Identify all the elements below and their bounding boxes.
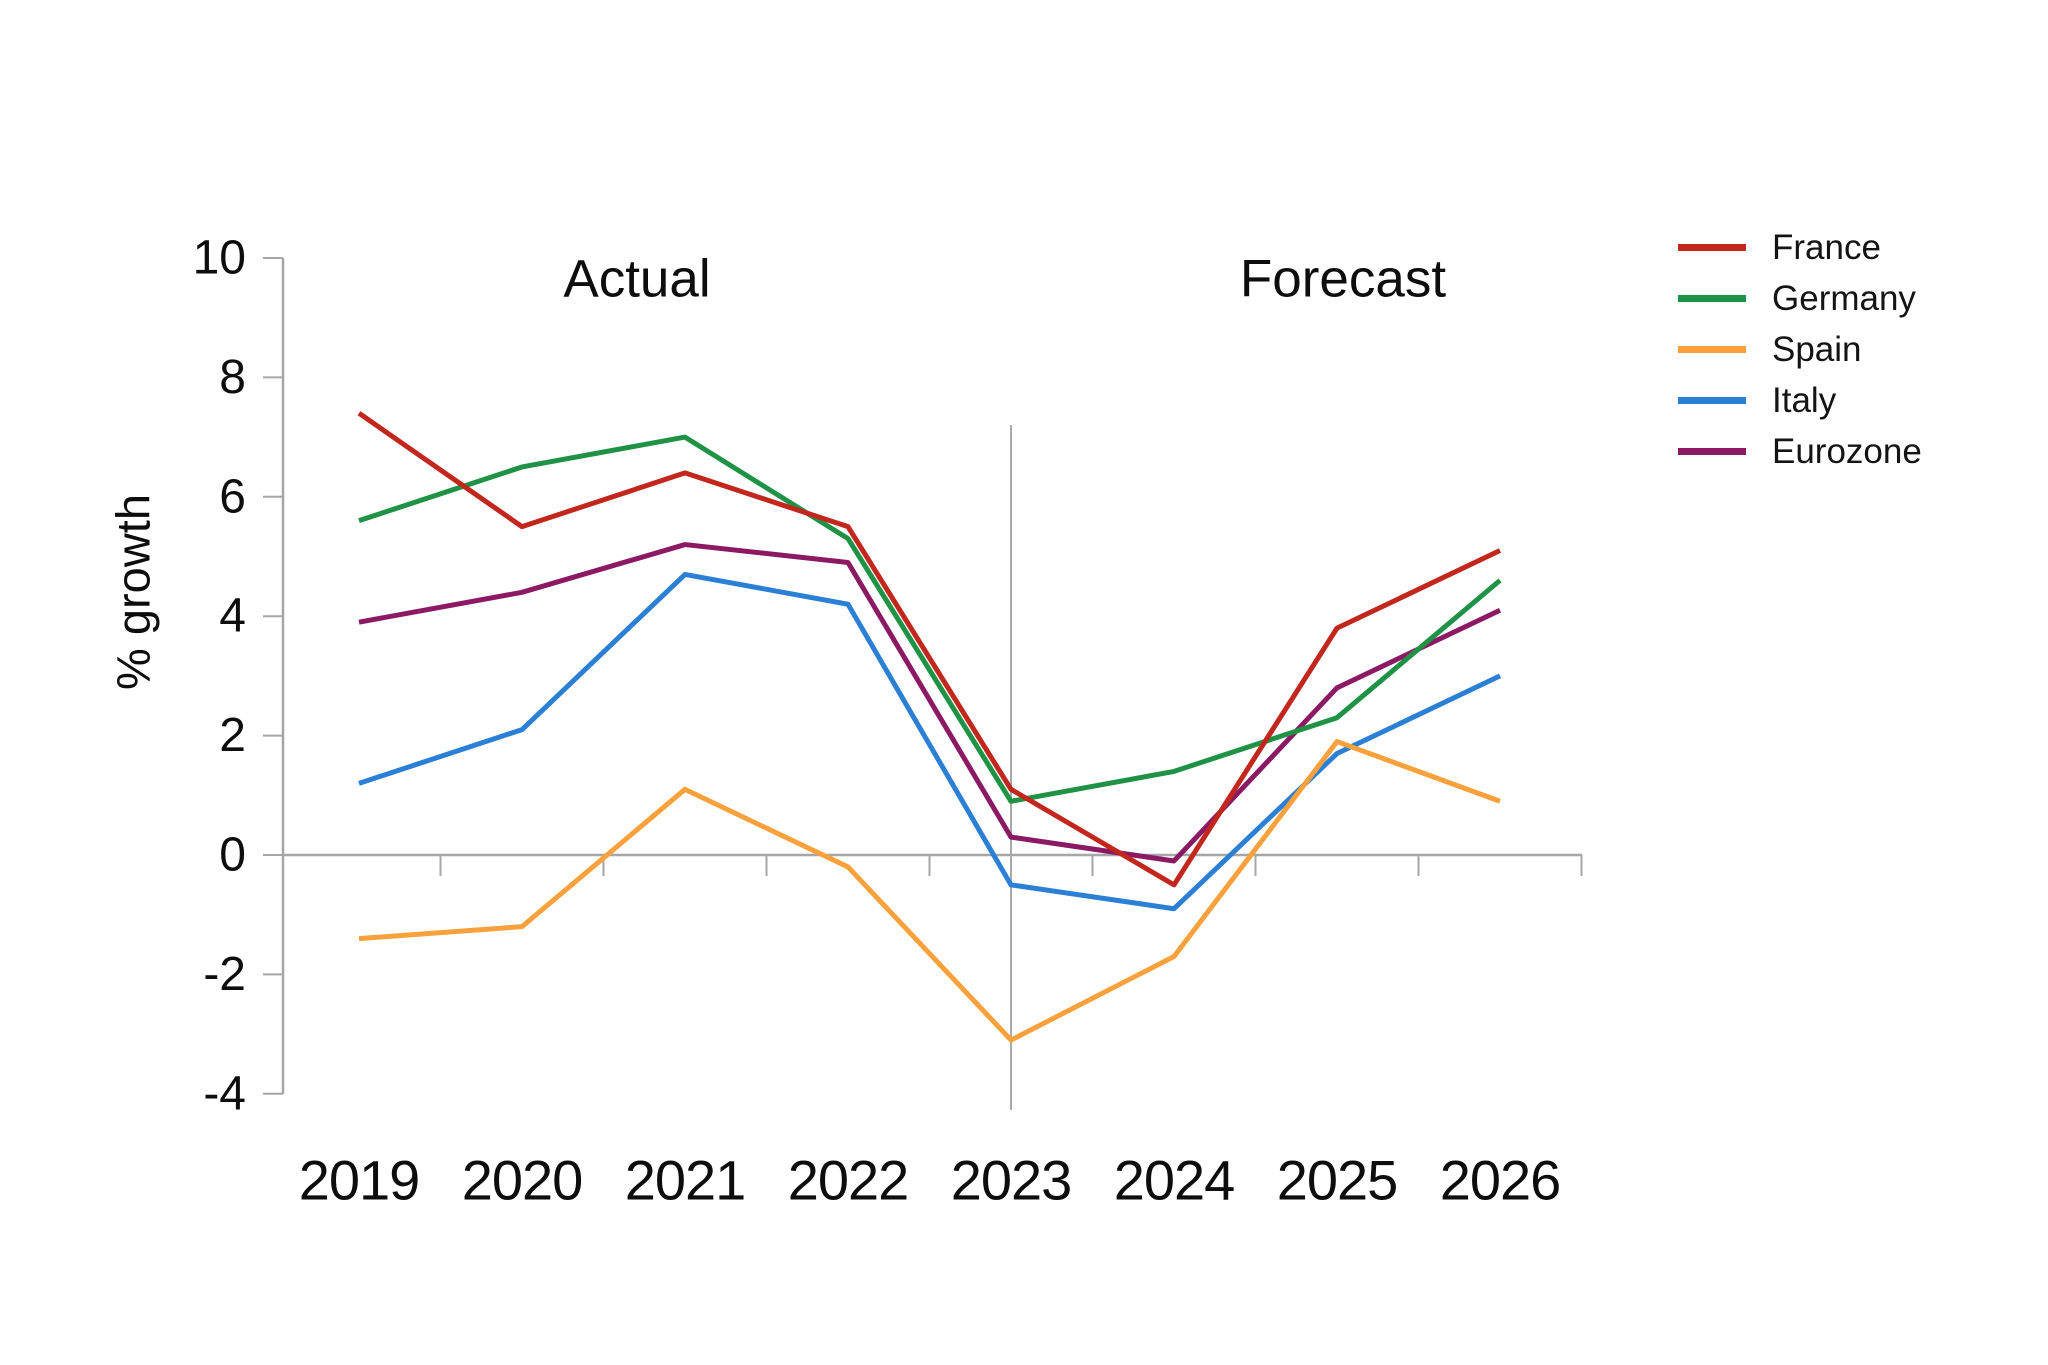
legend-label-france: France [1772, 228, 1881, 267]
legend-label-italy: Italy [1772, 381, 1837, 420]
legend-item-germany: Germany [1678, 273, 1922, 324]
y-axis-title: % growth [106, 494, 160, 690]
series-line-france [357, 411, 1502, 888]
x-tick-label: 2026 [1440, 1149, 1561, 1212]
legend-swatch-france [1678, 244, 1746, 251]
y-tick-label: 0 [219, 829, 246, 882]
section-label-actual: Actual [563, 249, 711, 309]
y-tick-label: 2 [219, 709, 246, 762]
y-tick-label: 8 [219, 351, 246, 404]
x-tick-label: 2025 [1277, 1149, 1398, 1212]
legend-item-eurozone: Eurozone [1678, 426, 1922, 477]
legend-item-france: France [1678, 222, 1922, 273]
x-tick-label: 2022 [788, 1149, 909, 1212]
y-tick-label: 6 [219, 470, 246, 523]
y-tick-label: -2 [203, 948, 246, 1001]
legend-item-italy: Italy [1678, 375, 1922, 426]
x-tick-label: 2024 [1114, 1149, 1235, 1212]
series-line-spain [358, 739, 1501, 1043]
y-tick-label: -4 [203, 1067, 246, 1120]
legend-label-spain: Spain [1772, 330, 1862, 369]
x-tick-label: 2021 [625, 1149, 746, 1212]
legend-swatch-spain [1678, 346, 1746, 353]
x-tick-label: 2023 [951, 1149, 1072, 1212]
section-label-forecast: Forecast [1239, 249, 1447, 309]
legend-item-spain: Spain [1678, 324, 1922, 375]
legend-swatch-germany [1678, 295, 1746, 302]
x-tick-label: 2019 [299, 1149, 420, 1212]
legend-label-germany: Germany [1772, 279, 1916, 318]
x-tick-label: 2020 [462, 1149, 583, 1212]
legend: France Germany Spain Italy Eurozone [1678, 222, 1922, 477]
legend-label-eurozone: Eurozone [1772, 432, 1922, 471]
series-line-eurozone [358, 542, 1502, 864]
y-tick-label: 4 [219, 590, 246, 643]
y-tick-label: 10 [193, 232, 246, 285]
legend-swatch-italy [1678, 397, 1746, 404]
legend-swatch-eurozone [1678, 448, 1746, 455]
series-line-germany [358, 434, 1502, 804]
